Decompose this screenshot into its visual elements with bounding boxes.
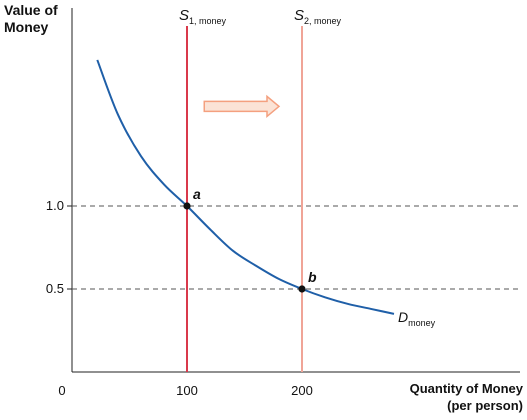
y-axis-label: Value of Money [4, 2, 58, 36]
point-label-a: a [193, 186, 201, 202]
x-axis-label-line-2: (per person) [447, 398, 523, 413]
y-tick-label-1.0: 1.0 [46, 198, 64, 213]
origin-label: 0 [58, 383, 65, 398]
shift-arrow [203, 94, 281, 119]
equilibrium-point-a [183, 202, 191, 210]
equilibrium-point-b [298, 285, 306, 293]
demand-curve-label: Dmoney [398, 309, 436, 328]
y-axis-label-line-1: Value of [4, 2, 58, 18]
y-axis-label-line-2: Money [4, 19, 49, 35]
x-tick-label-200: 200 [291, 383, 313, 398]
x-axis-label-line-1: Quantity of Money [409, 381, 523, 396]
point-label-b: b [308, 269, 317, 285]
supply-label-2: S2, money [294, 7, 342, 26]
y-tick-label-0.5: 0.5 [46, 281, 64, 296]
supply-label-1: S1, money [179, 7, 227, 26]
demand-curve [96, 59, 395, 315]
x-tick-label-100: 100 [176, 383, 198, 398]
x-axis-label: Quantity of Money (per person) [410, 380, 523, 414]
